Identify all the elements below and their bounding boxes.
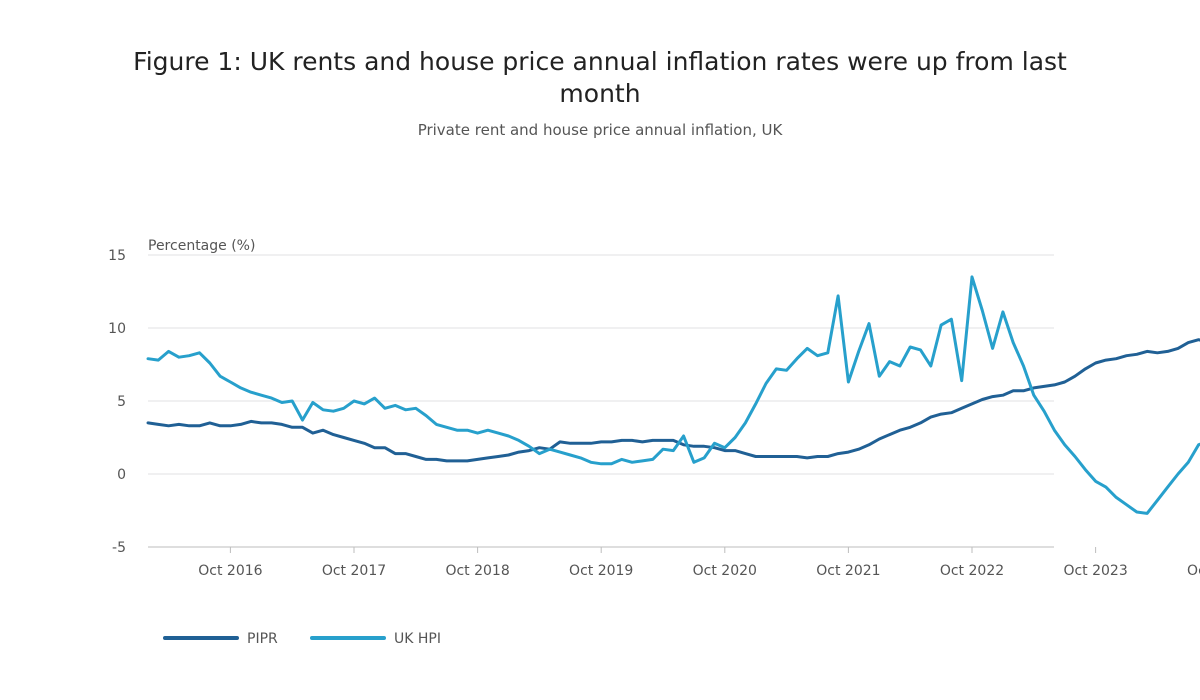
series-line-uk-hpi	[146, 275, 1200, 515]
x-tick-label: Oct 2016	[198, 563, 262, 579]
chart-title: Figure 1: UK rents and house price annua…	[133, 47, 1067, 108]
y-tick-label: 10	[108, 321, 126, 337]
y-tick-label: -5	[112, 540, 126, 556]
x-tick-label: Oct 2022	[940, 563, 1004, 579]
series-line-pipr	[146, 338, 1200, 463]
legend: PIPR UK HPI	[163, 631, 441, 647]
x-tick-label: Oct 2023	[1063, 563, 1127, 579]
x-tick-label: Oct 2020	[693, 563, 757, 579]
y-axis-ticks: 15 10 5 0 -5	[108, 248, 126, 556]
chart-subtitle: Private rent and house price annual infl…	[417, 121, 783, 139]
y-tick-label: 0	[117, 467, 126, 483]
x-tick-label: Oct 2018	[445, 563, 509, 579]
x-tick-label: Oct 2019	[569, 563, 633, 579]
x-tick-label: Oct 2017	[322, 563, 386, 579]
y-tick-label: 5	[117, 394, 126, 410]
y-axis-label: Percentage (%)	[148, 238, 255, 254]
x-tick-label: Oct 2021	[816, 563, 880, 579]
x-axis-ticks: Oct 2016 Oct 2017 Oct 2018 Oct 2019 Oct 2020…	[198, 547, 1200, 579]
x-tick-label: Oct 2024	[1187, 563, 1200, 579]
series-lines	[146, 275, 1200, 515]
legend-label: UK HPI	[394, 631, 441, 647]
y-tick-label: 15	[108, 248, 126, 264]
legend-label: PIPR	[247, 631, 278, 647]
